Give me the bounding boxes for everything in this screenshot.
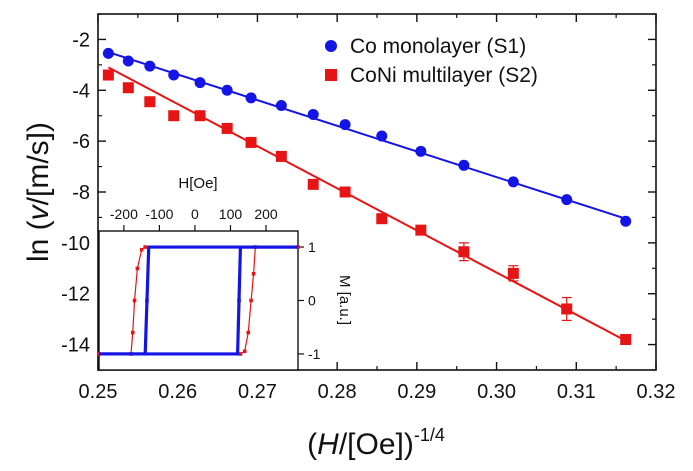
inset-x-tick-label: 100 (219, 206, 243, 222)
inset: H[Oe] M [a.u.] -200 -100 0 100 200 -1 0 1 (97, 175, 353, 370)
data-point-s2 (195, 110, 206, 121)
main-y-tick-label: -12 (61, 284, 90, 306)
inset-point-s1 (237, 299, 241, 303)
legend-marker-s2 (325, 69, 337, 81)
y-axis-label: ln (v/[m/s]) (22, 122, 55, 262)
inset-point-s2 (136, 267, 140, 271)
data-point-s1 (376, 131, 387, 142)
data-point-s1 (144, 61, 155, 72)
legend: Co monolayer (S1) CoNi multilayer (S2) (325, 35, 538, 87)
main-x-tick-label: 0.25 (79, 381, 118, 403)
main-x-tick-label: 0.26 (158, 381, 197, 403)
inset-x-tick-label: -100 (145, 206, 173, 222)
inset-point-s1 (145, 299, 149, 303)
inset-point-s2 (243, 349, 247, 353)
data-point-s1 (195, 77, 206, 88)
inset-point-s2 (133, 299, 137, 303)
x-axis-label: (H/[Oe])-1/4 (307, 425, 445, 461)
data-point-s1 (123, 56, 134, 67)
data-point-s2 (508, 268, 519, 279)
main-y-tick-label: -2 (72, 29, 90, 51)
inset-background (99, 231, 298, 370)
data-point-s1 (561, 194, 572, 205)
data-point-s2 (415, 225, 426, 236)
data-point-s2 (123, 82, 134, 93)
data-point-s2 (276, 151, 287, 162)
data-point-s1 (276, 100, 287, 111)
inset-x-tick-label: 200 (254, 206, 278, 222)
main-x-tick-label: 0.30 (477, 381, 516, 403)
data-point-s1 (340, 119, 351, 130)
data-point-s1 (620, 216, 631, 227)
data-point-s2 (620, 334, 631, 345)
inset-x-tick-label: 0 (191, 206, 199, 222)
main-x-tick-label: 0.32 (637, 381, 676, 403)
data-point-s2 (458, 246, 469, 257)
data-point-s1 (415, 146, 426, 157)
data-point-s2 (340, 187, 351, 198)
data-point-s1 (458, 160, 469, 171)
main-x-tick-label: 0.27 (238, 381, 277, 403)
data-point-s2 (246, 137, 257, 148)
main-y-tick-label: -8 (72, 182, 90, 204)
inset-y-ticks: -1 0 1 (298, 239, 321, 362)
main-y-tick-label: -6 (72, 131, 90, 153)
data-point-s1 (308, 109, 319, 120)
inset-x-tick-label: -200 (110, 206, 138, 222)
main-x-tick-label: 0.31 (557, 381, 596, 403)
data-point-s1 (508, 176, 519, 187)
legend-label-s2: CoNi multilayer (S2) (350, 64, 538, 87)
inset-point-s2 (246, 331, 250, 335)
main-x-tick-label: 0.28 (318, 381, 357, 403)
legend-label-s1: Co monolayer (S1) (350, 35, 526, 58)
data-point-s2 (561, 303, 572, 314)
main-x-tick-label: 0.29 (397, 381, 436, 403)
inset-y-label: M [a.u.] (336, 275, 353, 325)
data-point-s2 (222, 123, 233, 134)
inset-point-s2 (143, 245, 147, 249)
main-y-tick-label: -14 (61, 335, 90, 357)
data-point-s2 (376, 213, 387, 224)
data-point-s2 (144, 96, 155, 107)
inset-point-s2 (140, 248, 144, 252)
main-y-tick-label: -10 (61, 233, 90, 255)
inset-x-label: H[Oe] (178, 175, 217, 192)
data-point-s1 (103, 48, 114, 59)
inset-x-ticks: -200 -100 0 100 200 (110, 206, 278, 231)
inset-point-s2 (252, 272, 256, 276)
inset-y-tick-label: 1 (308, 239, 316, 255)
data-point-s1 (168, 70, 179, 81)
data-point-s1 (246, 92, 257, 103)
inset-y-tick-label: -1 (308, 346, 321, 362)
data-point-s1 (222, 85, 233, 96)
data-point-s2 (103, 70, 114, 81)
data-point-s2 (308, 179, 319, 190)
inset-y-tick-label: 0 (308, 293, 316, 309)
inset-point-s2 (249, 299, 253, 303)
data-point-s2 (168, 110, 179, 121)
main-y-tick-label: -4 (72, 80, 90, 102)
inset-point-s2 (131, 331, 135, 335)
legend-marker-s1 (325, 40, 337, 52)
